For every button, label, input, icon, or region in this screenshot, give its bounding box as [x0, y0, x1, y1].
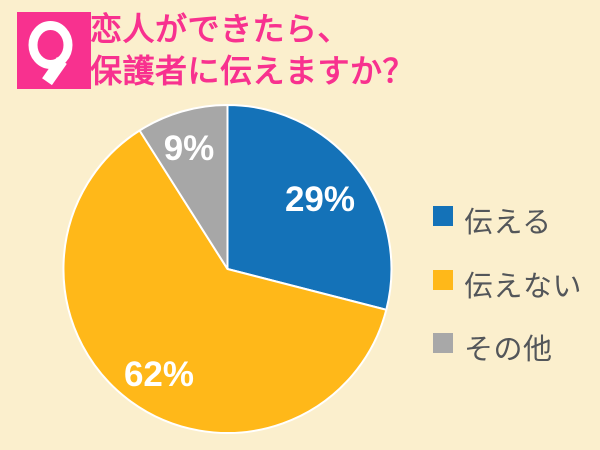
- svg-text:9%: 9%: [164, 129, 215, 168]
- svg-text:62%: 62%: [124, 355, 194, 394]
- svg-text:29%: 29%: [285, 180, 355, 219]
